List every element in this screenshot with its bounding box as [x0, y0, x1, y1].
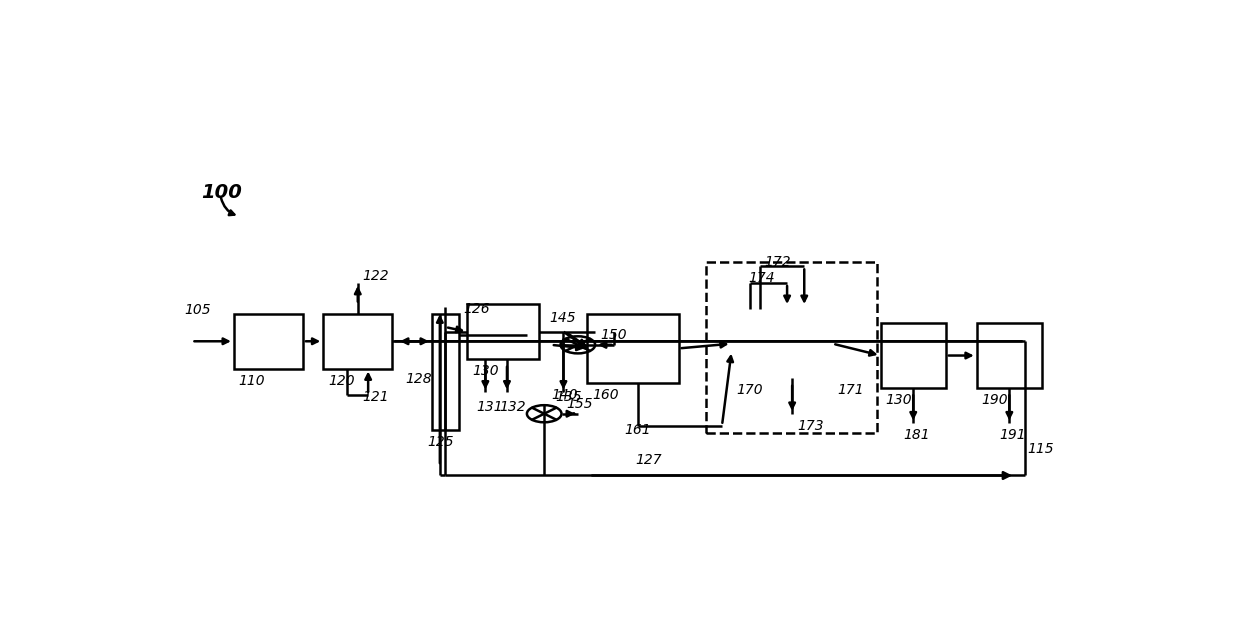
Text: 100: 100	[201, 183, 242, 202]
Text: 131: 131	[476, 400, 502, 414]
Bar	[432, 314, 459, 431]
Text: 128: 128	[404, 373, 432, 386]
Bar	[234, 314, 303, 368]
Text: 130: 130	[885, 392, 911, 407]
Bar	[467, 304, 539, 359]
Text: 120: 120	[327, 374, 355, 387]
Text: 161: 161	[624, 423, 651, 437]
Text: 121: 121	[362, 390, 389, 404]
Text: 105: 105	[184, 304, 211, 317]
Bar	[324, 314, 392, 368]
Bar	[706, 262, 877, 433]
Text: 145: 145	[549, 310, 575, 325]
Text: 173: 173	[797, 419, 823, 433]
Text: 160: 160	[593, 388, 619, 402]
Bar	[880, 323, 946, 387]
Text: 125: 125	[427, 436, 454, 449]
Text: 115: 115	[1028, 442, 1054, 457]
Bar	[977, 323, 1042, 387]
Text: 155: 155	[567, 397, 593, 412]
Text: 174: 174	[748, 271, 775, 286]
Text: 190: 190	[982, 392, 1008, 407]
Text: 132: 132	[500, 400, 527, 414]
Text: 181: 181	[904, 428, 930, 442]
Text: 172: 172	[765, 255, 791, 269]
Text: 110: 110	[238, 374, 265, 387]
Bar	[588, 314, 678, 383]
Text: 150: 150	[600, 328, 626, 342]
Text: 171: 171	[837, 383, 864, 397]
Text: 122: 122	[362, 269, 389, 283]
Text: 130: 130	[472, 364, 498, 378]
Bar	[732, 309, 832, 378]
Text: 126: 126	[464, 302, 490, 317]
Text: 170: 170	[737, 383, 763, 397]
Text: 191: 191	[999, 428, 1027, 442]
Text: 140: 140	[551, 388, 578, 402]
Text: 127: 127	[635, 453, 662, 467]
Text: 135: 135	[556, 390, 583, 404]
